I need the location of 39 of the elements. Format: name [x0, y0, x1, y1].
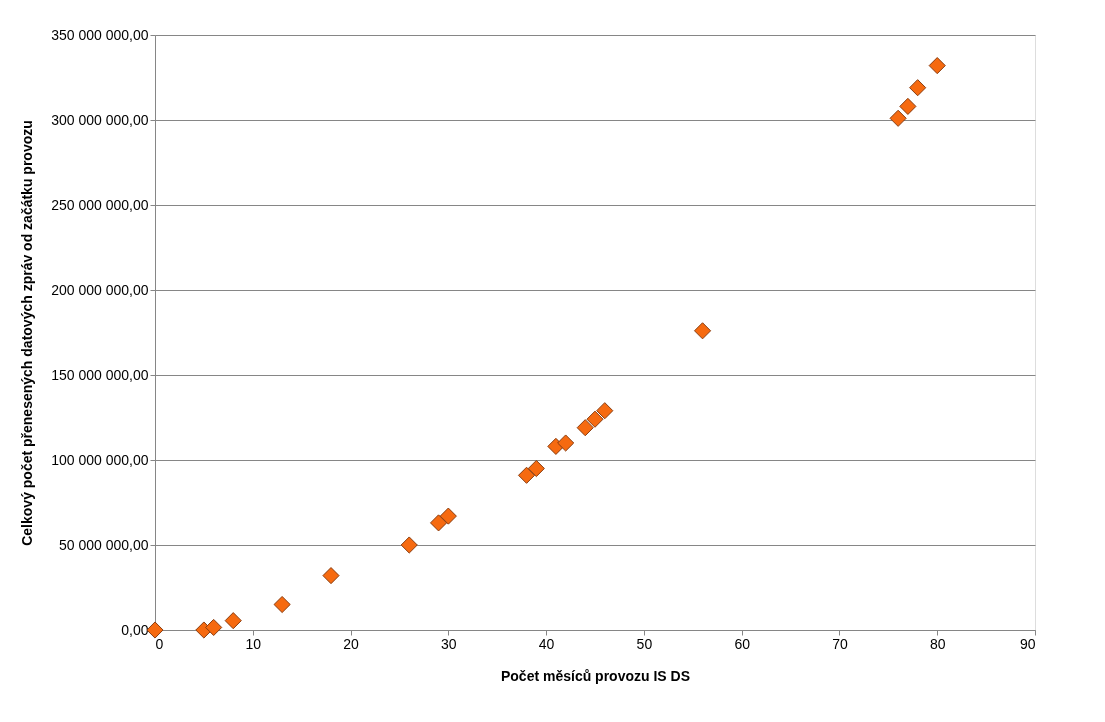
- point: [517, 466, 536, 484]
- point: [909, 79, 927, 97]
- x-axis-title: Počet měsíců provozu IS DS: [500, 667, 691, 684]
- point: [146, 621, 164, 639]
- x-tick-label: 70: [832, 635, 848, 652]
- x-tick-label: 60: [734, 635, 751, 652]
- point: [899, 97, 917, 115]
- x-tick-label: 30: [441, 635, 457, 652]
- y-tick-label: 150 000 000,00: [51, 366, 149, 383]
- point: [273, 595, 291, 614]
- y-tick-label: 0,00: [121, 621, 149, 638]
- point: [400, 536, 418, 554]
- x-tick-label: 0: [155, 635, 164, 652]
- point: [557, 434, 575, 452]
- y-tick-label: 100 000 000,00: [51, 451, 149, 468]
- x-tick-label: 50: [636, 635, 653, 652]
- point: [429, 514, 448, 532]
- x-tick-label: 40: [538, 635, 555, 652]
- point: [693, 322, 712, 340]
- x-tick-label: 10: [245, 635, 262, 652]
- point: [889, 109, 907, 127]
- point: [596, 402, 614, 420]
- point: [322, 567, 340, 585]
- y-axis-title: Celkový počet přenesených datových zpráv od začátku provozu: [19, 120, 36, 546]
- point: [224, 612, 242, 630]
- y-tick-label: 200 000 000,00: [51, 281, 149, 298]
- point: [928, 57, 946, 75]
- point: [576, 419, 594, 437]
- x-tick-label: 80: [929, 635, 946, 652]
- y-tick-label: 300 000 000,00: [51, 111, 149, 128]
- point: [439, 507, 457, 525]
- point: [586, 410, 604, 428]
- y-tick-label: 350 000 000,00: [51, 26, 149, 43]
- point: [205, 618, 223, 637]
- y-tick-label: 50 000 000,00: [58, 536, 149, 553]
- y-tick-label: 250 000 000,00: [51, 196, 149, 213]
- x-tick-label: 20: [343, 635, 360, 652]
- point: [527, 459, 545, 478]
- x-tick-label: 90: [1019, 635, 1036, 652]
